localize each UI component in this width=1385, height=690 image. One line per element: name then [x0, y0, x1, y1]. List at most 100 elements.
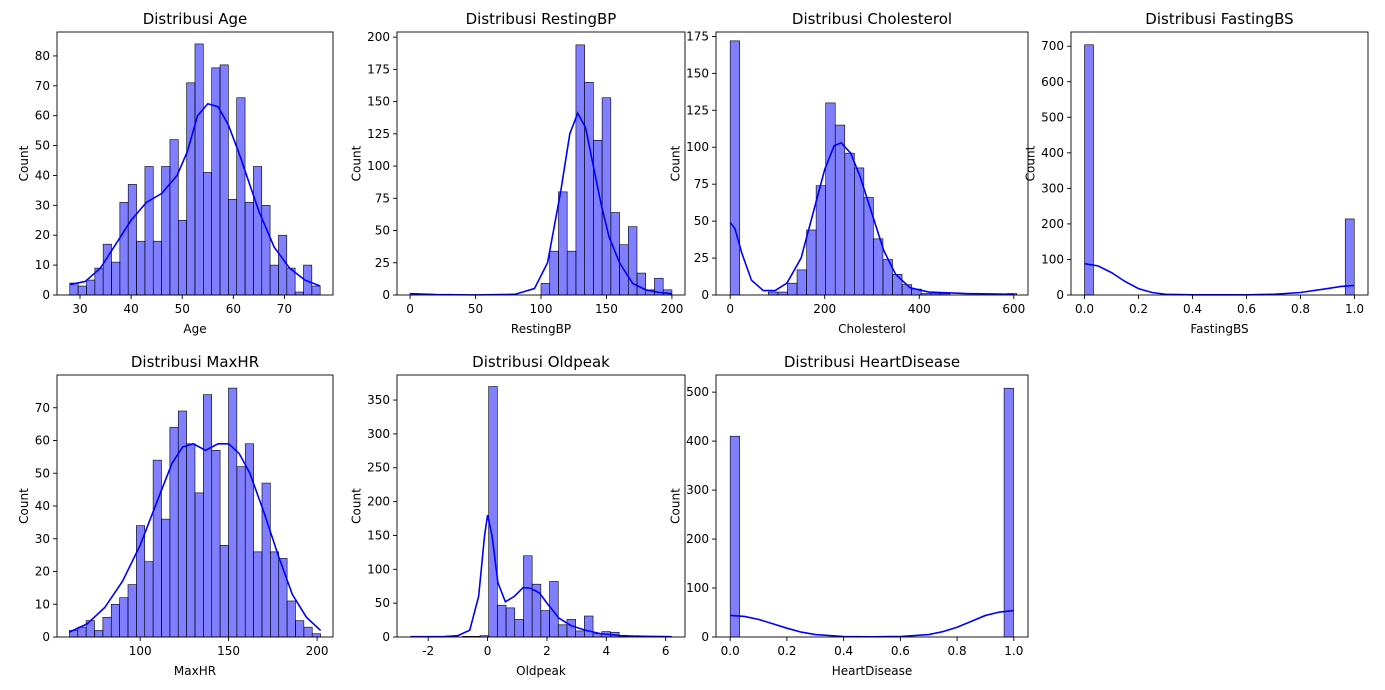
- histogram-bar: [253, 551, 263, 638]
- histogram-bar: [203, 172, 212, 296]
- y-tick-label: 125: [367, 127, 390, 141]
- chart-title: Distribusi FastingBS: [1145, 10, 1293, 28]
- kde-line: [1084, 262, 1355, 296]
- histogram-bar: [825, 102, 836, 296]
- y-tick-label: 100: [686, 140, 709, 154]
- x-tick-label: 0.2: [777, 644, 796, 658]
- histogram-bar: [1003, 387, 1014, 638]
- y-tick-label: 600: [1041, 75, 1064, 89]
- x-tick-label: 0.4: [1183, 302, 1202, 316]
- histogram-bar: [236, 466, 246, 638]
- histogram-bar: [110, 603, 120, 638]
- histogram-bar: [1084, 44, 1094, 296]
- y-tick-label: 70: [35, 79, 50, 93]
- y-tick-label: 400: [686, 434, 709, 448]
- histogram-bar: [1344, 218, 1355, 296]
- histogram-bar: [144, 561, 154, 638]
- histogram-bar: [557, 624, 568, 638]
- x-tick-label: 0: [726, 302, 734, 316]
- histogram-bar: [505, 607, 516, 638]
- y-tick-label: 200: [686, 532, 709, 546]
- y-tick-label: 50: [375, 596, 390, 610]
- histogram-bar: [584, 81, 594, 296]
- y-tick-label: 30: [35, 532, 50, 546]
- histogram-bar: [177, 410, 187, 638]
- y-tick-label: 0: [382, 630, 390, 644]
- histogram-bar: [844, 152, 855, 296]
- y-tick-label: 150: [686, 66, 709, 80]
- x-tick-label: 0: [406, 302, 414, 316]
- y-tick-label: 200: [1041, 217, 1064, 231]
- histogram-bar: [152, 459, 162, 638]
- subplot-3: 0 200 400 600 0 25 50 75 100 125 150 175 Distribusi …: [669, 10, 1029, 336]
- x-tick-label: 100: [530, 302, 553, 316]
- histogram-bar: [497, 604, 507, 638]
- histogram-bar: [523, 555, 533, 638]
- histogram-bar: [261, 482, 271, 638]
- x-tick-label: 50: [468, 302, 483, 316]
- x-tick-label: 6: [662, 644, 670, 658]
- histogram-bar: [514, 619, 524, 638]
- histogram-bar: [177, 219, 187, 296]
- histogram-bar: [854, 167, 865, 296]
- x-tick-label: 50: [175, 302, 190, 316]
- histogram-bar: [278, 234, 288, 296]
- y-tick-label: 125: [686, 103, 709, 117]
- y-tick-label: 0: [42, 288, 50, 302]
- axes-frame: [715, 374, 1029, 638]
- x-tick-label: 150: [595, 302, 618, 316]
- histogram-bar: [77, 285, 87, 296]
- subplot-2: 0 50 100 150 200 0 25 50 75 100 125 150 175 200 Distri…: [350, 10, 686, 336]
- histogram-bar: [566, 250, 577, 296]
- y-tick-label: 0: [701, 288, 709, 302]
- histogram-bar: [152, 240, 162, 296]
- x-tick-label: 4: [602, 644, 610, 658]
- x-tick-label: 150: [217, 644, 240, 658]
- x-tick-label: 30: [72, 302, 87, 316]
- histogram-bar: [211, 450, 221, 638]
- histogram-bar: [228, 199, 238, 296]
- histogram-bar: [269, 264, 279, 296]
- histogram-bar: [186, 82, 196, 296]
- histogram-bar: [488, 386, 498, 638]
- kde-line: [410, 514, 672, 638]
- histogram-bar: [77, 626, 87, 638]
- y-tick-label: 300: [1041, 181, 1064, 195]
- x-tick-label: 40: [123, 302, 138, 316]
- y-tick-label: 50: [694, 214, 709, 228]
- y-tick-label: 100: [686, 581, 709, 595]
- kde-line: [69, 442, 322, 633]
- histogram-bar: [286, 600, 296, 638]
- y-tick-label: 50: [35, 466, 50, 480]
- axes-frame: [56, 31, 334, 296]
- histogram-bar: [253, 166, 263, 296]
- y-tick-label: 300: [686, 483, 709, 497]
- histogram-bar: [194, 492, 204, 638]
- x-axis-label: FastingBS: [1190, 322, 1248, 336]
- histogram-bar: [584, 615, 594, 638]
- histogram-bar: [787, 282, 798, 296]
- subplot-5: 100 150 200 0 10 20 30 40 50 60 70 Distribusi MaxHR…: [17, 353, 334, 678]
- y-axis-label: Count: [350, 145, 364, 181]
- histogram-bar: [186, 443, 196, 638]
- y-tick-label: 60: [35, 434, 50, 448]
- histogram-bar: [203, 394, 213, 638]
- x-tick-label: 0.2: [1129, 302, 1148, 316]
- y-tick-label: 400: [1041, 146, 1064, 160]
- histogram-bar: [228, 387, 238, 638]
- x-tick-label: 0: [484, 644, 492, 658]
- y-tick-label: 250: [367, 461, 390, 475]
- x-tick-label: 1.0: [1004, 644, 1023, 658]
- x-tick-label: 0.6: [1237, 302, 1256, 316]
- y-tick-label: 50: [35, 139, 50, 153]
- histogram-bar: [270, 551, 280, 638]
- x-tick-label: 60: [226, 302, 241, 316]
- chart-title: Distribusi MaxHR: [131, 353, 259, 371]
- histogram-bar: [219, 544, 229, 638]
- y-tick-label: 100: [367, 159, 390, 173]
- histogram-bar: [636, 272, 647, 296]
- histogram-bar: [194, 43, 204, 296]
- chart-title: Distribusi Cholesterol: [792, 10, 952, 28]
- x-tick-label: -2: [422, 644, 434, 658]
